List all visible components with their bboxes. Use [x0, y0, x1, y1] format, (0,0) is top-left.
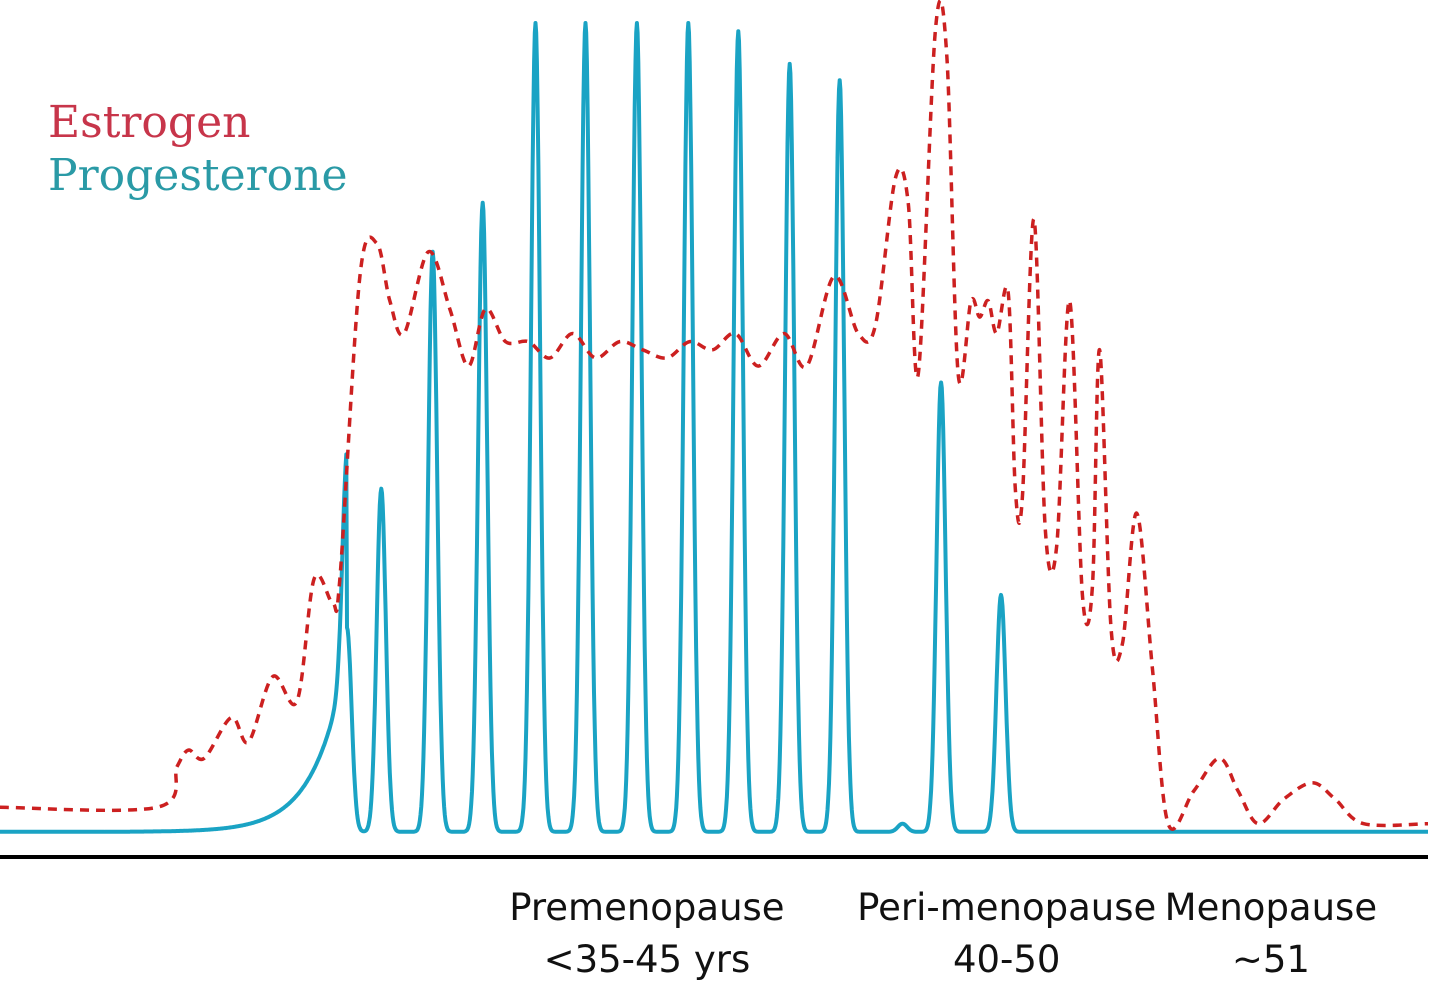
series-estrogen — [0, 0, 1429, 831]
stage-range-1: 40-50 — [953, 938, 1061, 981]
legend-estrogen: Estrogen — [48, 97, 250, 148]
stage-range-0: <35-45 yrs — [544, 938, 751, 981]
legend: Estrogen Progesterone — [48, 97, 348, 201]
series-progesterone — [0, 21, 1430, 834]
legend-progesterone: Progesterone — [48, 150, 348, 201]
stage-range-2: ~51 — [1232, 938, 1310, 981]
stage-name-2: Menopause — [1165, 886, 1377, 929]
stage-name-0: Premenopause — [509, 886, 784, 929]
stage-name-1: Peri-menopause — [857, 886, 1156, 929]
stage-labels: Premenopause <35-45 yrs Peri-menopause 40-5… — [509, 886, 1377, 981]
